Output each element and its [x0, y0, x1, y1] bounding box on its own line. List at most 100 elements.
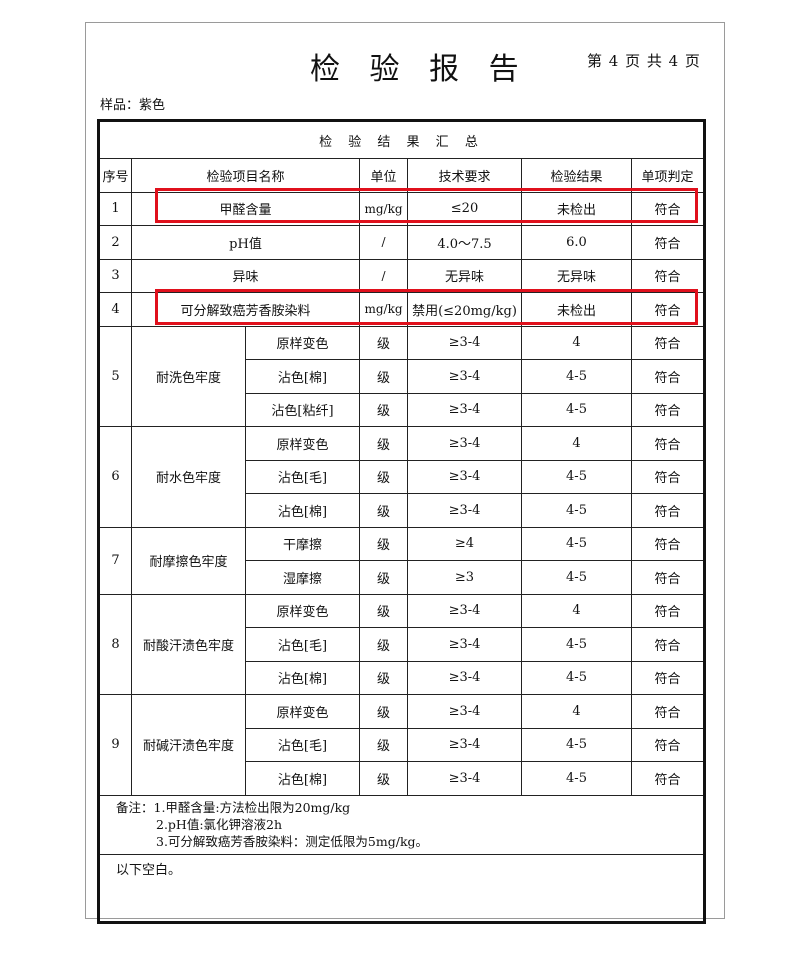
- item-name: 耐洗色牢度: [131, 325, 246, 427]
- table-row: 2 pH值/4.0～7.5 6.0 符合: [98, 225, 705, 260]
- sub-item-name: 干摩擦: [245, 526, 360, 561]
- unit: 级: [359, 325, 408, 360]
- verdict: 符合: [631, 325, 705, 360]
- sub-item-name: 沾色[棉]: [245, 359, 360, 394]
- requirement: ≥3-4: [407, 392, 522, 427]
- unit: 级: [359, 660, 408, 695]
- result: 4-5: [521, 627, 632, 662]
- unit: 级: [359, 560, 408, 595]
- row-number: 3: [98, 258, 132, 293]
- requirement: ≥3: [407, 560, 522, 595]
- note-3: 3.可分解致癌芳香胺染料：测定低限为5mg/kg。: [156, 834, 429, 849]
- requirement: ≥3-4: [407, 459, 522, 494]
- requirement: ≥3-4: [407, 660, 522, 695]
- col-header-unit: 单位: [359, 158, 408, 193]
- item-name: 可分解致癌芳香胺染料: [131, 292, 360, 327]
- row-number: 5: [98, 325, 132, 427]
- col-header-verdict: 单项判定: [631, 158, 705, 193]
- results-table: 检 验 结 果 汇 总 序号 检验项目名称 单位 技术要求 检验结果 单项判定 …: [97, 119, 706, 924]
- result: 4: [521, 325, 632, 360]
- sub-item-name: 沾色[棉]: [245, 493, 360, 528]
- result: 4-5: [521, 560, 632, 595]
- requirement: 4.0～7.5: [407, 225, 522, 260]
- sample-label: 样品：紫色: [100, 98, 166, 113]
- verdict: 符合: [631, 727, 705, 762]
- table-caption: 检 验 结 果 汇 总: [98, 120, 705, 159]
- verdict: 符合: [631, 493, 705, 528]
- verdict: 符合: [631, 694, 705, 729]
- note-1: 备注：1.甲醛含量:方法检出限为20mg/kg: [116, 800, 351, 815]
- table-row: 6 耐水色牢度 原样变色级 ≥3-4 4 符合: [98, 426, 705, 528]
- unit: 级: [359, 694, 408, 729]
- sub-item-name: 原样变色: [245, 593, 360, 628]
- verdict: 符合: [631, 392, 705, 427]
- table-row: 9 耐碱汗渍色牢度 原样变色级 ≥3-4 4 符合: [98, 694, 705, 796]
- table-row: 7 耐摩擦色牢度 干摩擦级 ≥4 4-5 符合: [98, 526, 705, 595]
- item-name: 耐碱汗渍色牢度: [131, 694, 246, 796]
- verdict: 符合: [631, 593, 705, 628]
- item-name: pH值: [131, 225, 360, 260]
- row-number: 6: [98, 426, 132, 528]
- col-header-result: 检验结果: [521, 158, 632, 193]
- item-name: 耐水色牢度: [131, 426, 246, 528]
- requirement: ≥3-4: [407, 359, 522, 394]
- verdict: 符合: [631, 225, 705, 260]
- result: 6.0: [521, 225, 632, 260]
- result: 4: [521, 593, 632, 628]
- table-row: 沾色[毛] 级 ≥3-4 4-5 符合: [99, 627, 705, 662]
- verdict: 符合: [631, 426, 705, 461]
- sub-item-name: 原样变色: [245, 694, 360, 729]
- requirement: ≥3-4: [407, 493, 522, 528]
- unit: 级: [359, 392, 408, 427]
- result: 4-5: [521, 526, 632, 561]
- sub-item-name: 沾色[棉]: [245, 761, 360, 796]
- sub-item-name: 沾色[毛]: [245, 459, 360, 494]
- page-number: 第 4 页 共 4 页: [587, 52, 700, 70]
- unit: /: [359, 258, 408, 293]
- verdict: 符合: [631, 359, 705, 394]
- table-row: 8 耐酸汗渍色牢度 原样变色级 ≥3-4 4 符合: [98, 593, 705, 695]
- result: 4-5: [521, 727, 632, 762]
- result: 4-5: [521, 392, 632, 427]
- unit: 级: [359, 359, 408, 394]
- verdict: 符合: [631, 627, 705, 662]
- requirement: ≥3-4: [407, 325, 522, 360]
- item-name: 耐酸汗渍色牢度: [131, 593, 246, 695]
- row-number: 9: [98, 694, 132, 796]
- verdict: 符合: [631, 459, 705, 494]
- result: 4-5: [521, 660, 632, 695]
- sub-item-name: 湿摩擦: [245, 560, 360, 595]
- unit: 级: [359, 459, 408, 494]
- requirement: ≥3-4: [407, 593, 522, 628]
- header-row: 序号 检验项目名称 单位 技术要求 检验结果 单项判定: [98, 158, 705, 193]
- result: 4: [521, 426, 632, 461]
- table-row: 沾色[棉] 级 ≥3-4 4-5 符合: [99, 660, 705, 695]
- result: 4-5: [521, 493, 632, 528]
- highlight-box-formaldehyde: [155, 188, 698, 223]
- row-number: 8: [98, 593, 132, 695]
- result: 4-5: [521, 761, 632, 796]
- unit: 级: [359, 526, 408, 561]
- unit: 级: [359, 593, 408, 628]
- requirement: ≥3-4: [407, 761, 522, 796]
- row-number: 2: [98, 225, 132, 260]
- requirement: ≥3-4: [407, 694, 522, 729]
- table-row: 5 耐洗色牢度 原样变色级 ≥3-4 4 符合: [98, 325, 705, 427]
- requirement: ≥3-4: [407, 627, 522, 662]
- verdict: 符合: [631, 660, 705, 695]
- col-header-requirement: 技术要求: [407, 158, 522, 193]
- sub-item-name: 沾色[毛]: [245, 727, 360, 762]
- note-2: 2.pH值:氯化钾溶液2h: [156, 817, 283, 832]
- row-number: 7: [98, 526, 132, 595]
- notes-row: 备注：1.甲醛含量:方法检出限为20mg/kg 2.pH值:氯化钾溶液2h 3.…: [98, 794, 705, 855]
- highlight-box-azo-dyes: [155, 289, 698, 325]
- item-name: 异味: [131, 258, 360, 293]
- requirement: ≥4: [407, 526, 522, 561]
- unit: 级: [359, 627, 408, 662]
- table-caption-row: 检 验 结 果 汇 总: [98, 120, 705, 159]
- item-name: 耐摩擦色牢度: [131, 526, 246, 595]
- unit: 级: [359, 426, 408, 461]
- result: 4: [521, 694, 632, 729]
- notes: 备注：1.甲醛含量:方法检出限为20mg/kg 2.pH值:氯化钾溶液2h 3.…: [98, 794, 705, 855]
- sub-item-name: 沾色[棉]: [245, 660, 360, 695]
